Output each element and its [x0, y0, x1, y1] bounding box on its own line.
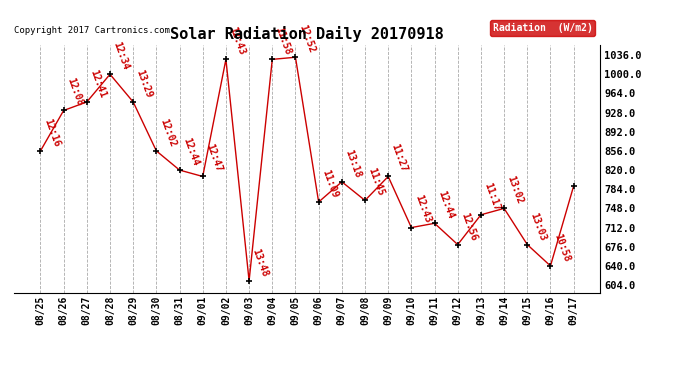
Text: 12:43: 12:43 [413, 194, 432, 225]
Text: 12:08: 12:08 [65, 76, 84, 108]
Text: 13:18: 13:18 [343, 148, 363, 179]
Text: 12:02: 12:02 [158, 117, 177, 148]
Text: 11:17: 11:17 [482, 181, 502, 212]
Text: 13:03: 13:03 [529, 211, 548, 242]
Text: 12:44: 12:44 [436, 189, 455, 220]
Text: Copyright 2017 Cartronics.com: Copyright 2017 Cartronics.com [14, 26, 170, 35]
Text: 12:34: 12:34 [111, 40, 131, 72]
Text: 12:43: 12:43 [227, 26, 247, 57]
Text: 13:02: 13:02 [506, 175, 525, 206]
Text: 12:16: 12:16 [42, 117, 61, 148]
Title: Solar Radiation Daily 20170918: Solar Radiation Daily 20170918 [170, 27, 444, 42]
Legend: Radiation  (W/m2): Radiation (W/m2) [490, 20, 595, 36]
Text: 11:58: 11:58 [274, 26, 293, 57]
Text: 13:48: 13:48 [250, 247, 270, 278]
Text: 12:44: 12:44 [181, 136, 200, 167]
Text: 12:47: 12:47 [204, 142, 224, 174]
Text: 11:09: 11:09 [320, 168, 339, 199]
Text: 11:27: 11:27 [390, 142, 409, 174]
Text: 12:56: 12:56 [459, 211, 479, 242]
Text: 11:45: 11:45 [366, 166, 386, 198]
Text: 12:52: 12:52 [297, 24, 316, 54]
Text: 13:29: 13:29 [135, 68, 154, 99]
Text: 10:58: 10:58 [552, 232, 571, 263]
Text: 12:41: 12:41 [88, 68, 108, 99]
